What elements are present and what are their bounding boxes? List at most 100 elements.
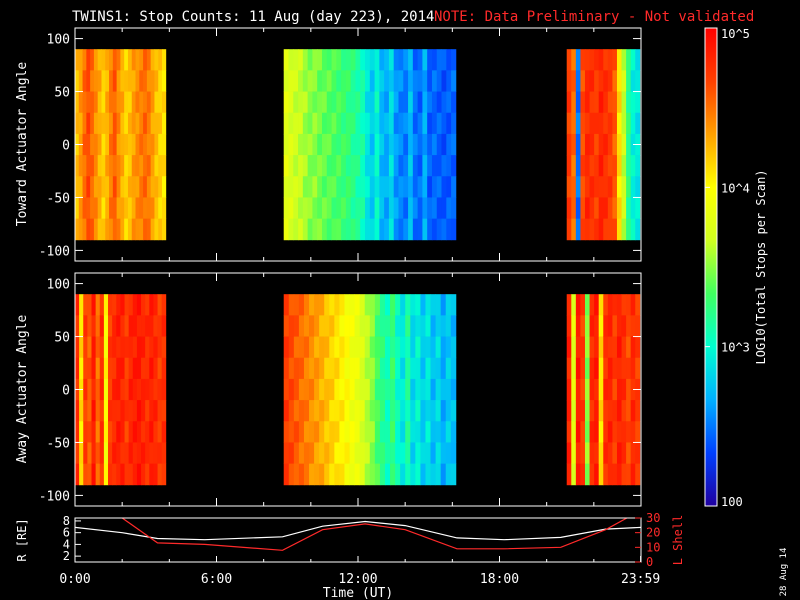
away-heatmap-cell [120, 442, 125, 465]
toward-heatmap-cell [571, 176, 577, 198]
toward-heatmap-cell [571, 133, 577, 156]
toward-heatmap-cell [336, 176, 342, 198]
toward-heatmap-cell [283, 218, 289, 241]
toward-heatmap-cell [598, 197, 604, 220]
away-heatmap-cell [566, 400, 572, 422]
toward-heatmap-cell [135, 49, 140, 71]
toward-heatmap-cell [360, 155, 366, 177]
toward-heatmap-cell [598, 133, 604, 156]
toward-heatmap-cell [143, 91, 148, 114]
toward-heatmap-cell [417, 133, 423, 156]
toward-heatmap-cell [571, 112, 577, 135]
toward-heatmap-cell [312, 155, 318, 177]
toward-heatmap-cell [616, 49, 622, 71]
away-heatmap-cell [580, 378, 586, 401]
away-heatmap-cell [314, 400, 320, 422]
toward-heatmap-cell [374, 133, 380, 156]
away-heatmap-cell [128, 463, 134, 486]
toward-heatmap-cell [422, 49, 428, 71]
toward-heatmap-cell [398, 112, 404, 135]
away-heatmap-cell [379, 357, 386, 380]
toward-heatmap-cell [589, 70, 595, 92]
away-heatmap-cell [329, 336, 335, 359]
toward-heatmap-cell [575, 70, 581, 92]
toward-heatmap-cell [105, 91, 110, 114]
away-heatmap-cell [390, 378, 396, 401]
away-heatmap-cell [626, 336, 632, 359]
toward-heatmap-cell [412, 70, 419, 92]
toward-heatmap-cell [589, 155, 595, 177]
away-heatmap-cell [603, 294, 609, 316]
lshell-tick-label: 10 [646, 540, 660, 554]
toward-heatmap-cell [379, 91, 385, 114]
toward-heatmap-cell [283, 133, 289, 156]
toward-heatmap-cell [317, 197, 323, 220]
toward-heatmap-cell [97, 70, 102, 92]
away-heatmap-cell [128, 357, 134, 380]
away-heatmap-cell [309, 336, 315, 359]
away-heatmap-cell [103, 400, 109, 422]
away-heatmap-cell [145, 378, 150, 401]
toward-heatmap-cell [621, 91, 627, 114]
away-heatmap-cell [136, 442, 142, 465]
away-heatmap-cell [116, 463, 121, 486]
toward-heatmap-cell [158, 176, 163, 198]
toward-heatmap-cell [150, 49, 155, 71]
toward-heatmap-cell [607, 176, 613, 198]
away-heatmap-cell [91, 357, 97, 380]
toward-heatmap-cell [131, 49, 136, 71]
toward-heatmap-cell [365, 218, 371, 241]
toward-heatmap-cell [124, 49, 129, 71]
toward-heatmap-cell [616, 197, 622, 220]
away-heatmap-cell [344, 442, 350, 465]
toward-heatmap-cell [317, 112, 323, 135]
away-heatmap-cell [603, 357, 609, 380]
toward-heatmap-cell [580, 91, 586, 114]
toward-heatmap-cell [331, 133, 337, 156]
away-heatmap-cell [635, 294, 641, 316]
toward-heatmap-cell [124, 155, 129, 177]
away-heatmap-cell [626, 294, 632, 316]
toward-heatmap-cell [350, 91, 356, 114]
away-heatmap-cell [405, 336, 411, 359]
toward-heatmap-cell [575, 176, 581, 198]
away-heatmap-cell [621, 336, 627, 359]
toward-heatmap-cell [630, 197, 636, 220]
away-heatmap-cell [635, 315, 641, 337]
toward-heatmap-cell [427, 218, 433, 241]
toward-heatmap-cell [580, 49, 586, 71]
away-heatmap-cell [400, 357, 406, 380]
toward-heatmap-cell [607, 112, 613, 135]
toward-heatmap-cell [345, 91, 352, 114]
away-heatmap-cell [132, 357, 138, 380]
toward-heatmap-cells [75, 49, 641, 241]
away-heatmap-cell [288, 442, 295, 465]
away-heatmap-cell [379, 400, 386, 422]
toward-heatmap-cell [607, 197, 613, 220]
toward-heatmap-cell [630, 49, 636, 71]
toward-heatmap-cell [398, 155, 404, 177]
toward-heatmap-cell [146, 176, 152, 198]
toward-heatmap-cell [427, 91, 433, 114]
toward-heatmap-cell [331, 49, 337, 71]
toward-heatmap-cell [594, 155, 600, 177]
toward-heatmap-cell [566, 112, 572, 135]
away-heatmap-cell [112, 378, 117, 401]
away-heatmap-cell [128, 421, 134, 443]
away-heatmap-cell [141, 378, 146, 401]
toward-heatmap-cell [436, 133, 442, 156]
away-heatmap-cell [626, 421, 632, 443]
away-heatmap-cell [603, 378, 609, 401]
away-heatmap-cell [607, 315, 613, 337]
away-heatmap-cell [354, 442, 361, 465]
toward-heatmap-cell [158, 218, 163, 241]
away-heatmap-cell [571, 400, 577, 422]
away-heatmap-cell [430, 378, 437, 401]
away-heatmap-cell [103, 336, 109, 359]
toward-heatmap-cell [616, 70, 622, 92]
toward-heatmap-cell [341, 197, 347, 220]
toward-heatmap-cell [293, 176, 299, 198]
toward-heatmap-cell [355, 197, 361, 220]
lshell-line [121, 518, 628, 551]
toward-heatmap-cell [139, 197, 144, 220]
